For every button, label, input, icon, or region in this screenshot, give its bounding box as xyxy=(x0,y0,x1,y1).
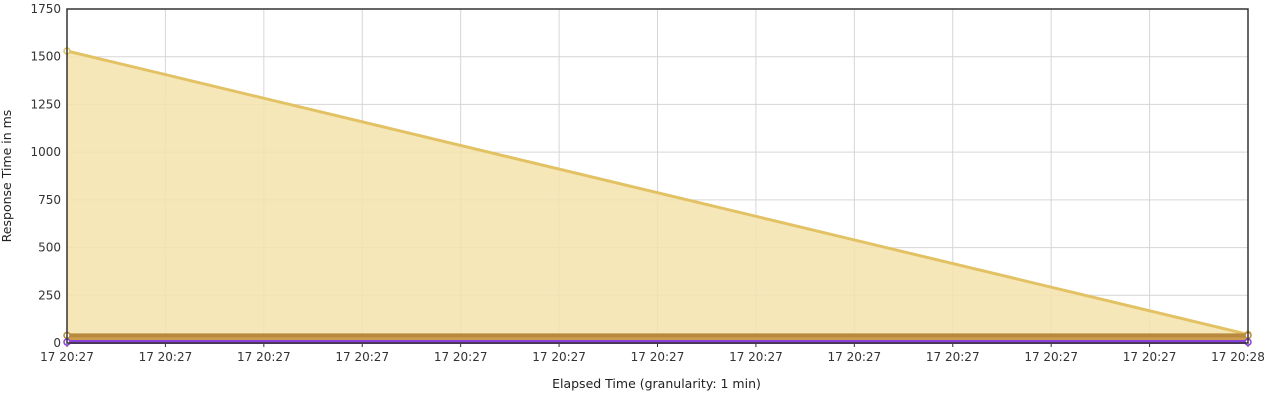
y-axis-title: Response Time in ms xyxy=(0,110,14,243)
y-tick-label: 1000 xyxy=(30,145,61,159)
x-tick-label: 17 20:27 xyxy=(1123,350,1177,364)
y-tick-label: 500 xyxy=(38,241,61,255)
series-layer xyxy=(63,47,1252,346)
x-tick-label: 17 20:27 xyxy=(926,350,980,364)
series-area xyxy=(67,50,1248,343)
x-tick-label: 17 20:27 xyxy=(237,350,291,364)
y-tick-label: 1750 xyxy=(30,2,61,16)
y-tick-label: 750 xyxy=(38,193,61,207)
x-tick-label: 17 20:27 xyxy=(729,350,783,364)
y-tick-label: 1500 xyxy=(30,50,61,64)
x-tick-labels: 17 20:27 17 20:27 17 20:27 17 20:27 17 20:27… xyxy=(40,350,1265,364)
series-line xyxy=(66,49,1249,336)
x-tick-label: 17 20:27 xyxy=(1024,350,1078,364)
y-tick-label: 0 xyxy=(53,336,61,350)
plot-frame xyxy=(66,8,1249,344)
x-tick-label: 17 20:27 xyxy=(827,350,881,364)
x-tick-label: 17 20:27 xyxy=(434,350,488,364)
x-axis-title: Elapsed Time (granularity: 1 min) xyxy=(552,376,761,391)
x-tick-label: 17 20:27 xyxy=(532,350,586,364)
y-tick-labels: 0 250 500 750 1000 1250 1500 1750 xyxy=(30,2,61,350)
x-tick-label: 17 20:28 xyxy=(1211,350,1265,364)
y-tick-label: 1250 xyxy=(30,97,61,111)
y-tick-label: 250 xyxy=(38,288,61,302)
x-tick-label: 17 20:27 xyxy=(40,350,94,364)
x-tick-label: 17 20:27 xyxy=(139,350,193,364)
x-tick-label: 17 20:27 xyxy=(335,350,389,364)
x-tick-label: 17 20:27 xyxy=(631,350,685,364)
